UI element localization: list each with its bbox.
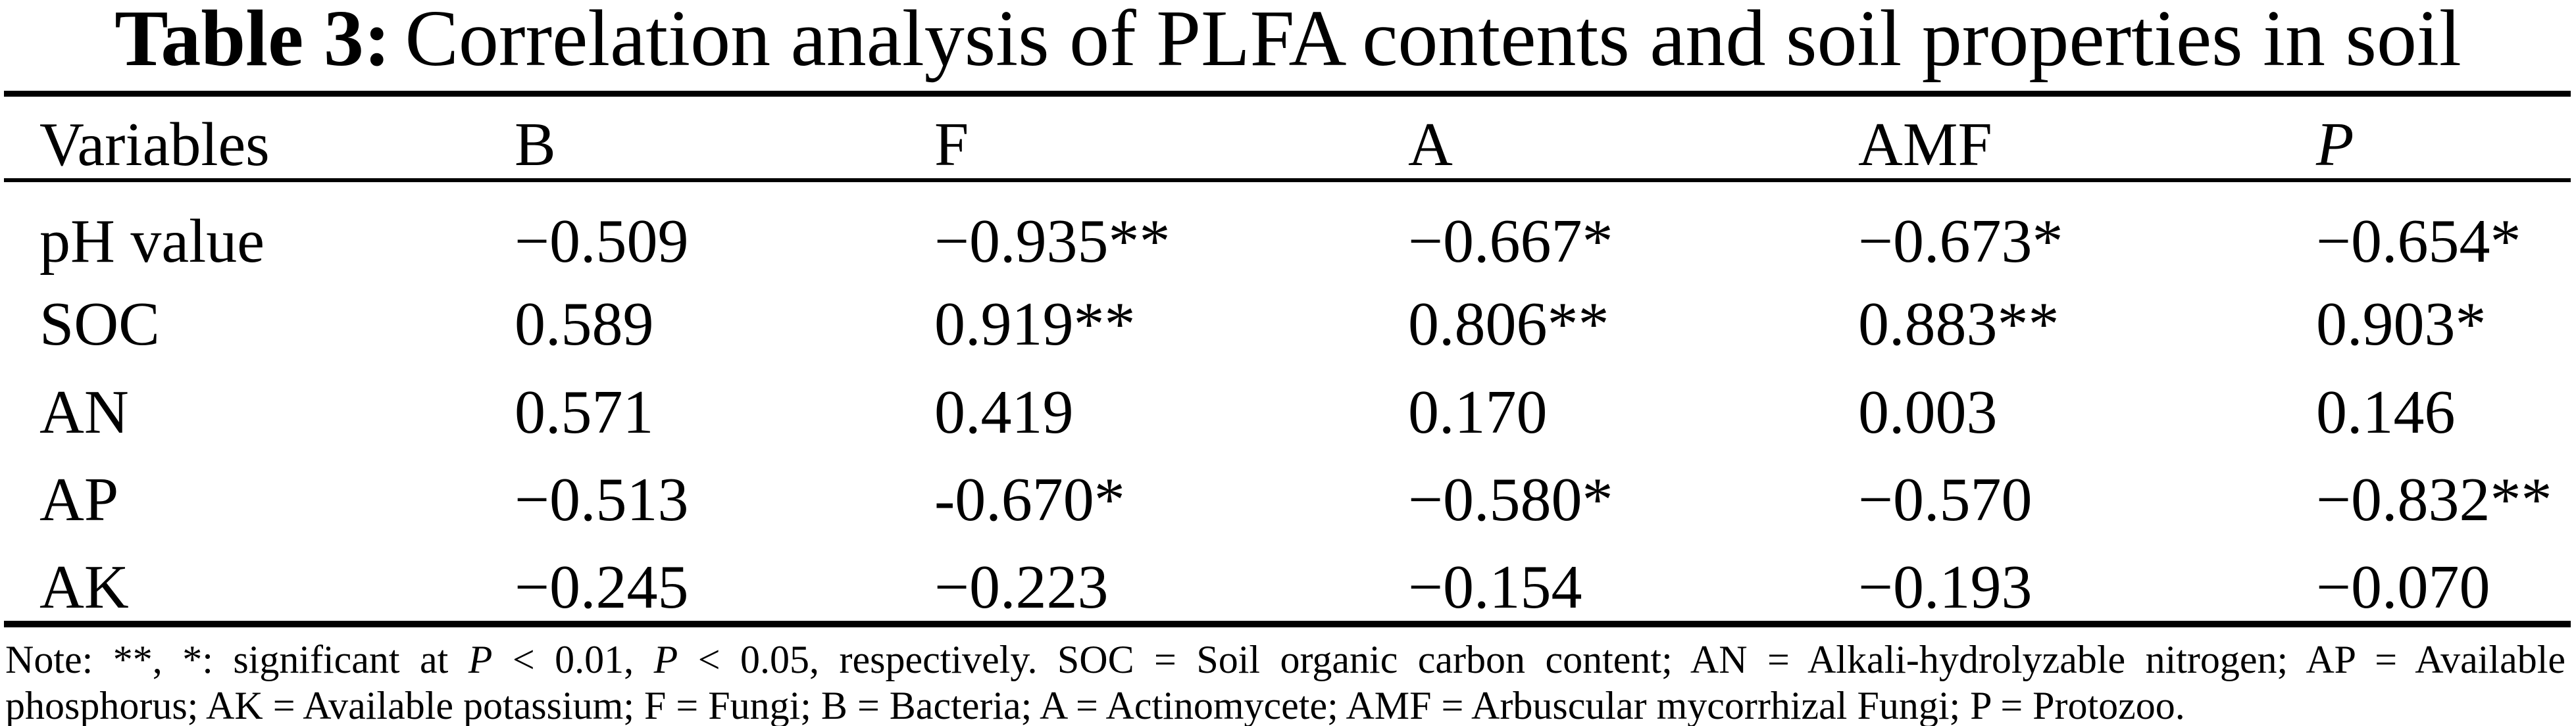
correlation-value: 0.589 xyxy=(515,290,654,358)
row-label: AN xyxy=(39,378,129,447)
table-row: pH value −0.509 −0.935** −0.667* −0.673*… xyxy=(0,198,2576,285)
table-caption-title: Correlation analysis of PLFA contents an… xyxy=(405,0,2462,83)
correlation-value: 0.003 xyxy=(1858,378,1998,447)
correlation-value: 0.806** xyxy=(1408,290,1609,358)
table-caption: Table 3: Correlation analysis of PLFA con… xyxy=(0,0,2576,85)
table-row: AN 0.571 0.419 0.170 0.003 0.146 xyxy=(0,369,2576,456)
correlation-value: −0.935** xyxy=(934,207,1171,276)
correlation-value: 0.571 xyxy=(515,378,654,447)
table-caption-number: Table 3: xyxy=(114,0,391,83)
correlation-value: 0.903* xyxy=(2316,290,2487,358)
correlation-value: 0.919** xyxy=(934,290,1136,358)
correlation-value: −0.509 xyxy=(515,207,689,276)
correlation-value: -0.670* xyxy=(934,466,1125,534)
correlation-value: −0.673* xyxy=(1858,207,2063,276)
note-text: < 0.05, respectively. SOC = Soil organic… xyxy=(678,638,2566,681)
table-header-row: Variables B F A AMF P xyxy=(0,101,2576,188)
correlation-value: −0.154 xyxy=(1408,553,1582,621)
correlation-value: 0.883** xyxy=(1858,290,2059,358)
column-header-p: P xyxy=(2316,110,2354,179)
note-p-symbol: P xyxy=(653,638,678,681)
correlation-value: 0.146 xyxy=(2316,378,2456,447)
note-text: < 0.01, xyxy=(492,638,654,681)
table-note-line-2: phosphorus; AK = Available potassium; F … xyxy=(5,684,2185,726)
table-row: AK −0.245 −0.223 −0.154 −0.193 −0.070 xyxy=(0,544,2576,631)
correlation-value: −0.223 xyxy=(934,553,1109,621)
correlation-value: −0.654* xyxy=(2316,207,2521,276)
correlation-value: −0.570 xyxy=(1858,466,2033,534)
note-text: Note: **, *: significant at xyxy=(5,638,468,681)
row-label: SOC xyxy=(39,290,160,358)
correlation-value: 0.419 xyxy=(934,378,1074,447)
row-label: AK xyxy=(39,553,129,621)
correlation-value: −0.832** xyxy=(2316,466,2552,534)
table-row: AP −0.513 -0.670* −0.580* −0.570 −0.832*… xyxy=(0,456,2576,543)
correlation-value: −0.513 xyxy=(515,466,689,534)
table-bottom-rule xyxy=(4,621,2571,627)
column-header-variables: Variables xyxy=(39,110,270,179)
table-top-rule xyxy=(4,91,2571,97)
correlation-value: −0.580* xyxy=(1408,466,1613,534)
correlation-value: −0.193 xyxy=(1858,553,2033,621)
row-label: pH value xyxy=(39,207,265,276)
column-header-b: B xyxy=(515,110,556,179)
correlation-value: −0.245 xyxy=(515,553,689,621)
column-header-amf: AMF xyxy=(1858,110,1992,179)
correlation-value: 0.170 xyxy=(1408,378,1548,447)
note-p-symbol: P xyxy=(468,638,493,681)
column-header-f: F xyxy=(934,110,969,179)
table-note: Note: **, *: significant at P < 0.01, P … xyxy=(5,637,2565,726)
table-header-rule xyxy=(4,178,2571,182)
row-label: AP xyxy=(39,466,119,534)
table-note-line-1: Note: **, *: significant at P < 0.01, P … xyxy=(5,637,2565,683)
correlation-value: −0.070 xyxy=(2316,553,2490,621)
column-header-a: A xyxy=(1408,110,1453,179)
table-row: SOC 0.589 0.919** 0.806** 0.883** 0.903* xyxy=(0,281,2576,368)
correlation-value: −0.667* xyxy=(1408,207,1613,276)
